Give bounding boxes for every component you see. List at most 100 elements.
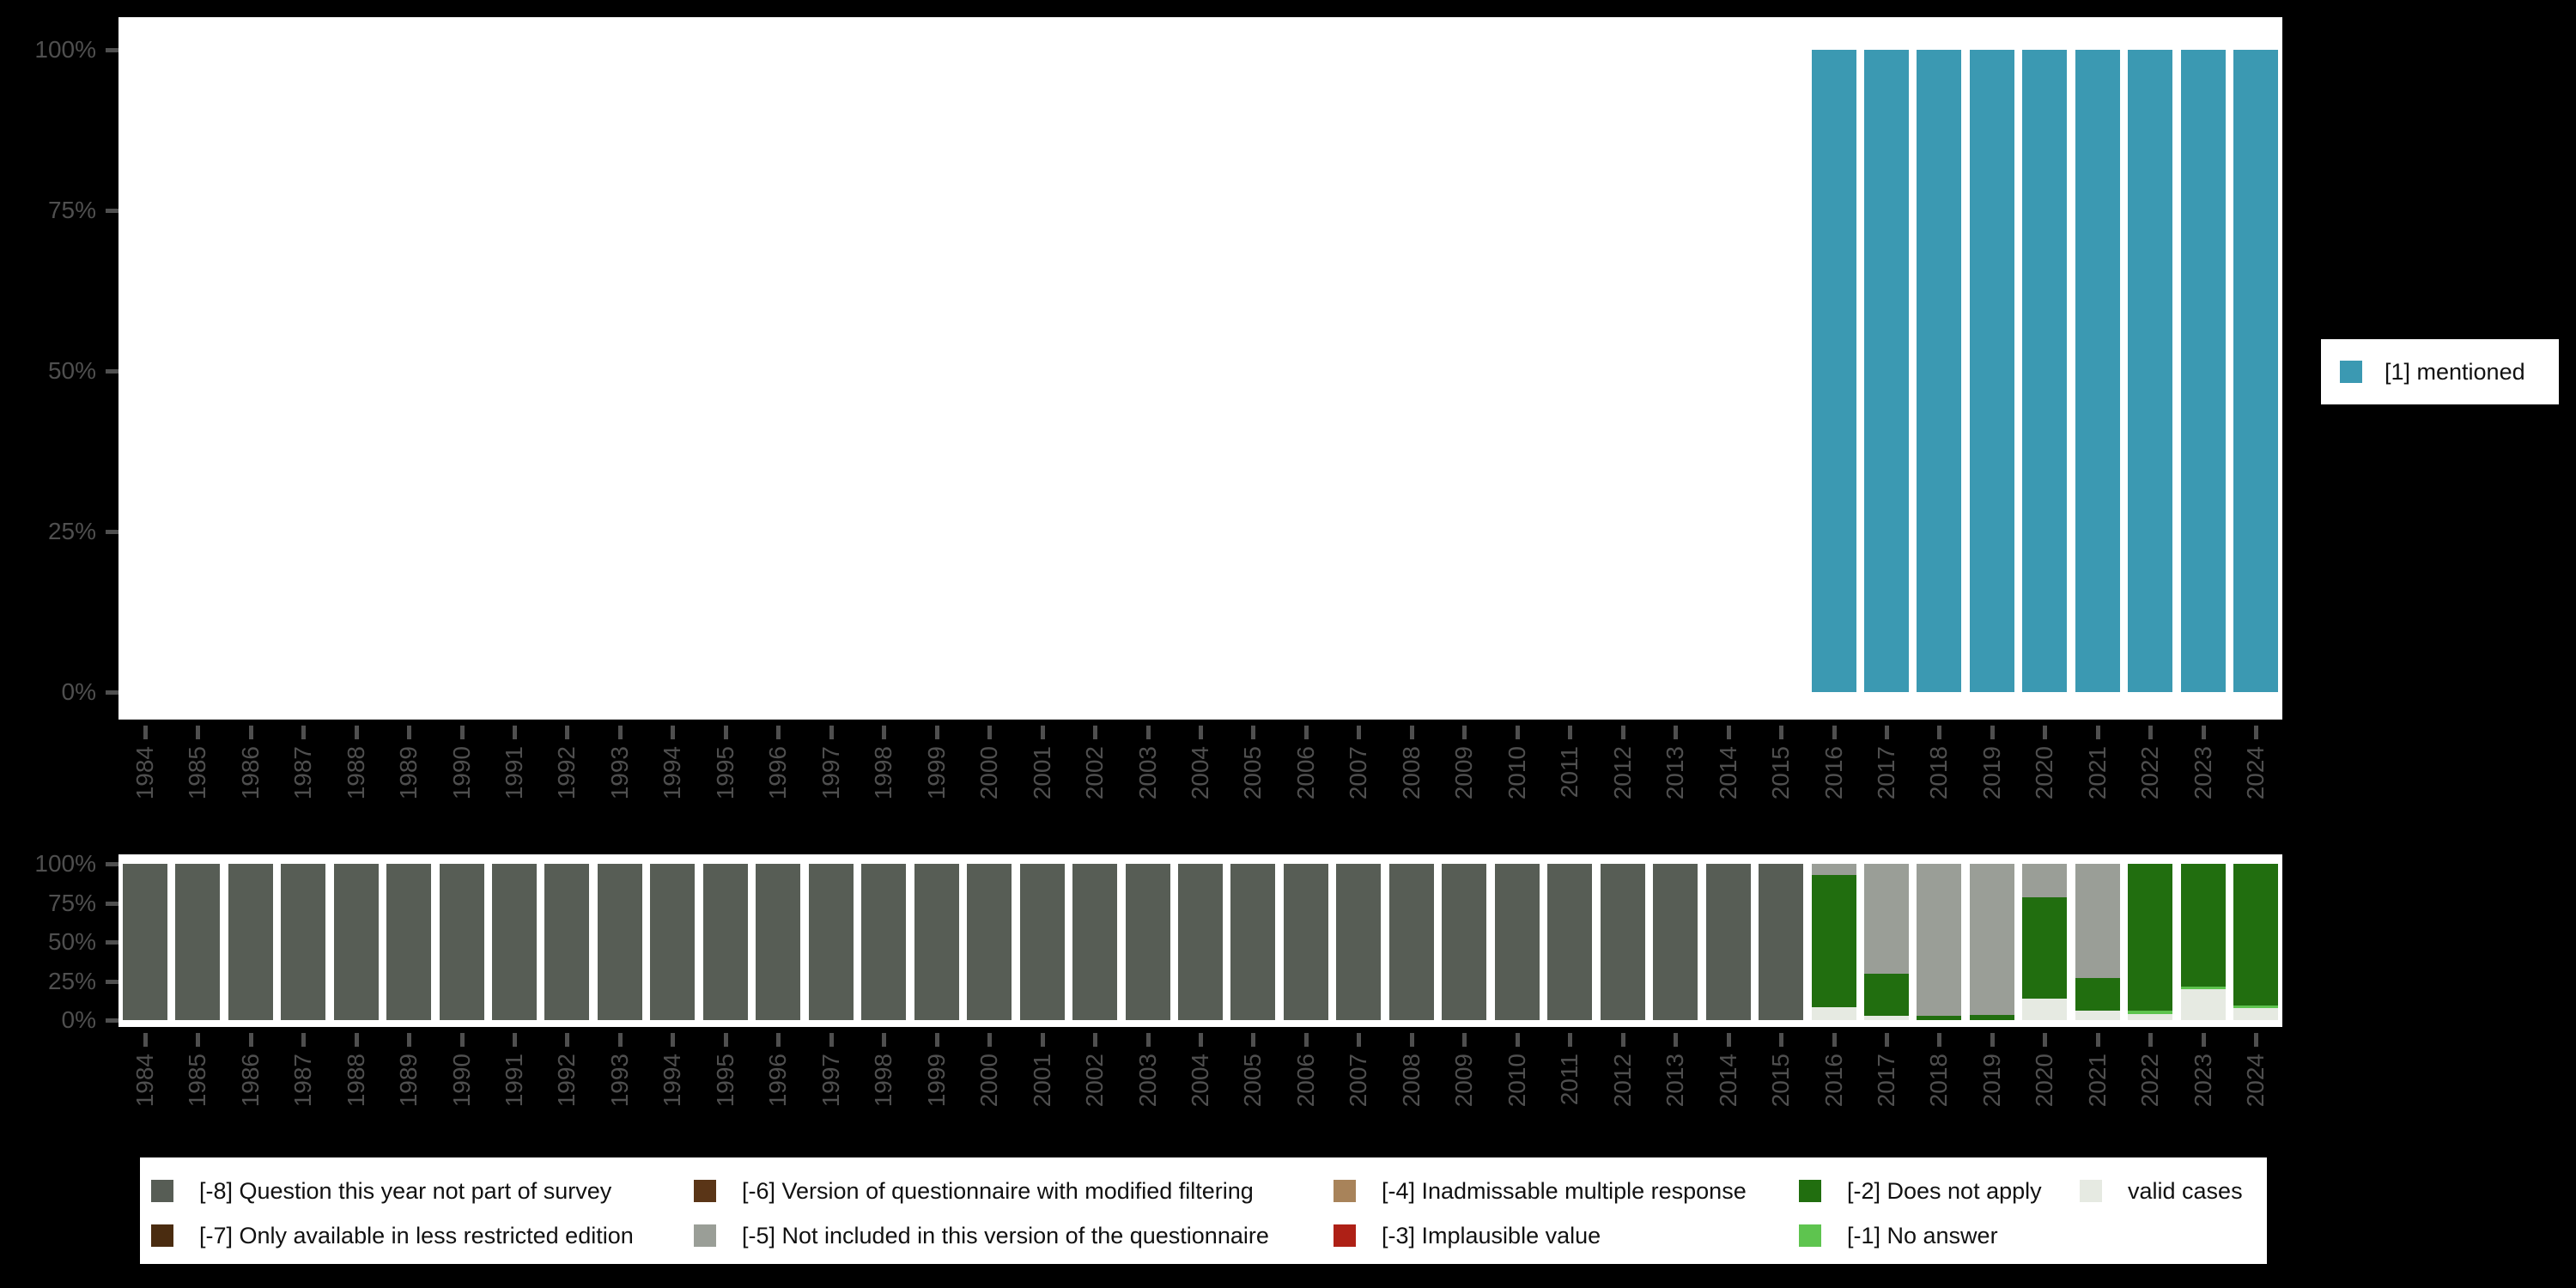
x-axis-tick xyxy=(2201,726,2206,739)
x-axis-tick xyxy=(671,1033,676,1047)
bar-segment xyxy=(2233,1008,2279,1020)
x-axis-year-label: 1988 xyxy=(342,1054,369,1108)
x-axis-year-label: 1999 xyxy=(922,746,950,800)
x-axis-tick xyxy=(143,726,148,739)
x-axis-year-label: 2017 xyxy=(1873,1054,1900,1108)
x-axis-tick xyxy=(829,726,834,739)
x-axis-tick xyxy=(565,1033,570,1047)
x-axis-year-label: 1986 xyxy=(236,1054,264,1108)
x-axis-year-label: 2024 xyxy=(2242,746,2269,800)
bar-segment xyxy=(1125,864,1170,1020)
y-axis-label: 100% xyxy=(34,850,96,877)
y-axis-label: 75% xyxy=(47,889,96,916)
x-axis-tick xyxy=(987,726,993,739)
percent-mentioned-bar-2020 xyxy=(2022,50,2068,692)
bar-segment xyxy=(1178,864,1223,1020)
x-axis-tick xyxy=(565,726,570,739)
missing-values-bar-1987 xyxy=(281,864,326,1020)
x-axis-year-label: 1985 xyxy=(184,1054,211,1108)
x-axis-tick xyxy=(1620,1033,1625,1047)
bar-segment xyxy=(1283,864,1328,1020)
bar-segment xyxy=(1811,50,1856,692)
missing-values-bar-2012 xyxy=(1600,864,1645,1020)
x-axis-tick xyxy=(196,726,201,739)
missing-values-bar-2003 xyxy=(1125,864,1170,1020)
bar-segment xyxy=(2128,50,2173,692)
x-axis-tick xyxy=(671,726,676,739)
x-axis-year-label: 1992 xyxy=(553,746,580,800)
x-axis-tick xyxy=(2254,726,2259,739)
x-axis-year-label: 1998 xyxy=(870,746,897,800)
missing-values-bar-1998 xyxy=(861,864,907,1020)
x-axis-year-label: 2018 xyxy=(1925,746,1953,800)
legend-item-label: [-6] Version of questionnaire with modif… xyxy=(742,1177,1254,1204)
x-axis-tick xyxy=(1199,1033,1203,1047)
legend-item-label: [-5] Not included in this version of the… xyxy=(742,1222,1269,1249)
missing-values-bar-2013 xyxy=(1653,864,1698,1020)
bar-segment xyxy=(2075,50,2120,692)
bar-segment xyxy=(2075,1011,2120,1020)
bar-segment xyxy=(544,864,590,1020)
x-axis-year-label: 1990 xyxy=(447,1054,475,1108)
x-axis-tick xyxy=(1620,726,1625,739)
x-axis-tick xyxy=(459,1033,465,1047)
missing-values-bar-1984 xyxy=(122,864,167,1020)
bar-segment xyxy=(1547,864,1593,1020)
missing-values-bar-2009 xyxy=(1442,864,1487,1020)
x-axis-year-label: 2013 xyxy=(1662,1054,1689,1108)
percent-mentioned-bar-2022 xyxy=(2128,50,2173,692)
x-axis-tick xyxy=(512,726,517,739)
missing-values-bar-2008 xyxy=(1388,864,1434,1020)
x-axis-year-label: 2022 xyxy=(2136,746,2164,800)
x-axis-tick xyxy=(1990,1033,1995,1047)
bar-segment xyxy=(228,864,273,1020)
x-axis-year-label: 2011 xyxy=(1556,746,1583,799)
bar-segment xyxy=(1494,864,1540,1020)
x-axis-year-label: 2017 xyxy=(1873,746,1900,800)
x-axis-year-label: 1993 xyxy=(605,746,633,800)
legend-missing-values: [-8] Question this year not part of surv… xyxy=(140,1157,2267,1264)
percent-mentioned-bar-2023 xyxy=(2180,50,2226,692)
legend-item-label: [1] mentioned xyxy=(2385,358,2525,385)
x-axis-tick xyxy=(776,726,781,739)
missing-values-bar-1988 xyxy=(333,864,379,1020)
missing-values-bar-1994 xyxy=(650,864,696,1020)
y-axis-label: 75% xyxy=(47,197,96,223)
x-axis-tick xyxy=(1093,1033,1098,1047)
legend-item-label: [-3] Implausible value xyxy=(1382,1222,1601,1249)
x-axis-year-label: 2004 xyxy=(1187,746,1213,800)
missing-values-bar-2002 xyxy=(1072,864,1118,1020)
legend-item: [-4] Inadmissable multiple response xyxy=(1334,1177,1747,1205)
x-axis-tick xyxy=(1779,1033,1784,1047)
x-axis-tick xyxy=(301,1033,307,1047)
bar-segment xyxy=(122,864,167,1020)
missing-values-bar-1986 xyxy=(228,864,273,1020)
x-axis-year-label: 1995 xyxy=(711,746,738,800)
legend-swatch-icon xyxy=(694,1180,716,1202)
x-axis-year-label: 1984 xyxy=(131,1054,158,1108)
missing-values-bar-2024 xyxy=(2233,864,2279,1020)
missing-values-bar-2016 xyxy=(1811,864,1856,1020)
y-axis-label: 0% xyxy=(61,678,96,705)
x-axis-tick xyxy=(1303,726,1309,739)
x-axis-year-label: 2019 xyxy=(1978,1054,2005,1108)
bar-segment xyxy=(2022,897,2068,999)
bar-segment xyxy=(1864,864,1910,975)
x-axis-year-label: 2018 xyxy=(1925,1054,1953,1108)
x-axis-tick xyxy=(1515,726,1520,739)
x-axis-year-label: 1988 xyxy=(342,746,369,800)
legend-item: [-3] Implausible value xyxy=(1334,1222,1601,1249)
x-axis-year-label: 2000 xyxy=(975,1054,1003,1108)
bar-segment xyxy=(1653,864,1698,1020)
y-axis-tick xyxy=(106,940,118,945)
bar-segment xyxy=(1969,50,2014,692)
x-axis-year-label: 1989 xyxy=(395,1054,422,1108)
x-axis-year-label: 2008 xyxy=(1397,746,1425,800)
x-axis-year-label: 2021 xyxy=(2083,746,2111,800)
legend-swatch-icon xyxy=(1334,1224,1356,1247)
missing-values-bar-2021 xyxy=(2075,864,2120,1020)
x-axis-year-label: 1989 xyxy=(395,746,422,800)
y-axis-tick xyxy=(106,862,118,866)
legend-item-label: [-7] Only available in less restricted e… xyxy=(199,1222,634,1249)
x-axis-tick xyxy=(1199,726,1203,739)
